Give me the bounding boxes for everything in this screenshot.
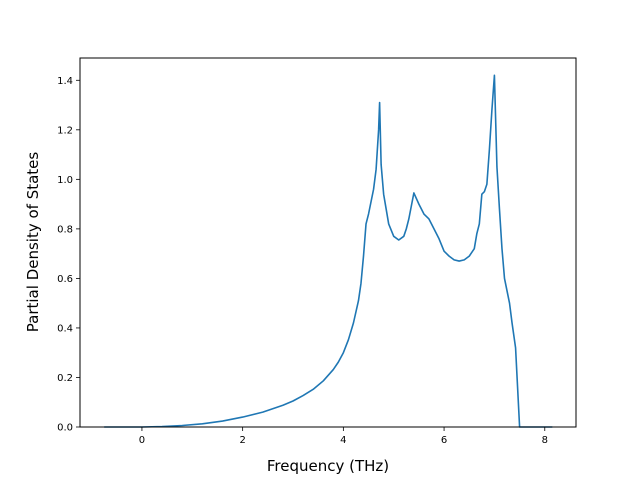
x-tick-label: 2 — [239, 435, 245, 446]
x-axis-label: Frequency (THz) — [267, 457, 389, 475]
x-axis: 0 2 4 6 8 — [139, 427, 548, 446]
x-tick-label: 8 — [542, 435, 548, 446]
y-axis: 0.0 0.2 0.4 0.6 0.8 1.0 1.2 1.4 — [57, 76, 80, 434]
y-tick-label: 0.2 — [57, 373, 73, 384]
y-tick-label: 1.2 — [57, 125, 73, 136]
y-tick-label: 1.0 — [57, 175, 73, 186]
axes-frame — [79, 57, 577, 428]
y-tick-label: 0.0 — [57, 423, 73, 434]
y-tick-label: 0.4 — [57, 323, 73, 334]
series-line-0 — [104, 74, 553, 428]
y-tick-label: 1.4 — [57, 76, 73, 87]
y-axis-label: Partial Density of States — [24, 152, 42, 333]
plot-area — [104, 74, 553, 428]
x-tick-label: 0 — [139, 435, 145, 446]
x-tick-label: 6 — [441, 435, 447, 446]
y-tick-label: 0.6 — [57, 274, 73, 285]
x-tick-label: 4 — [340, 435, 346, 446]
y-tick-label: 0.8 — [57, 224, 73, 235]
